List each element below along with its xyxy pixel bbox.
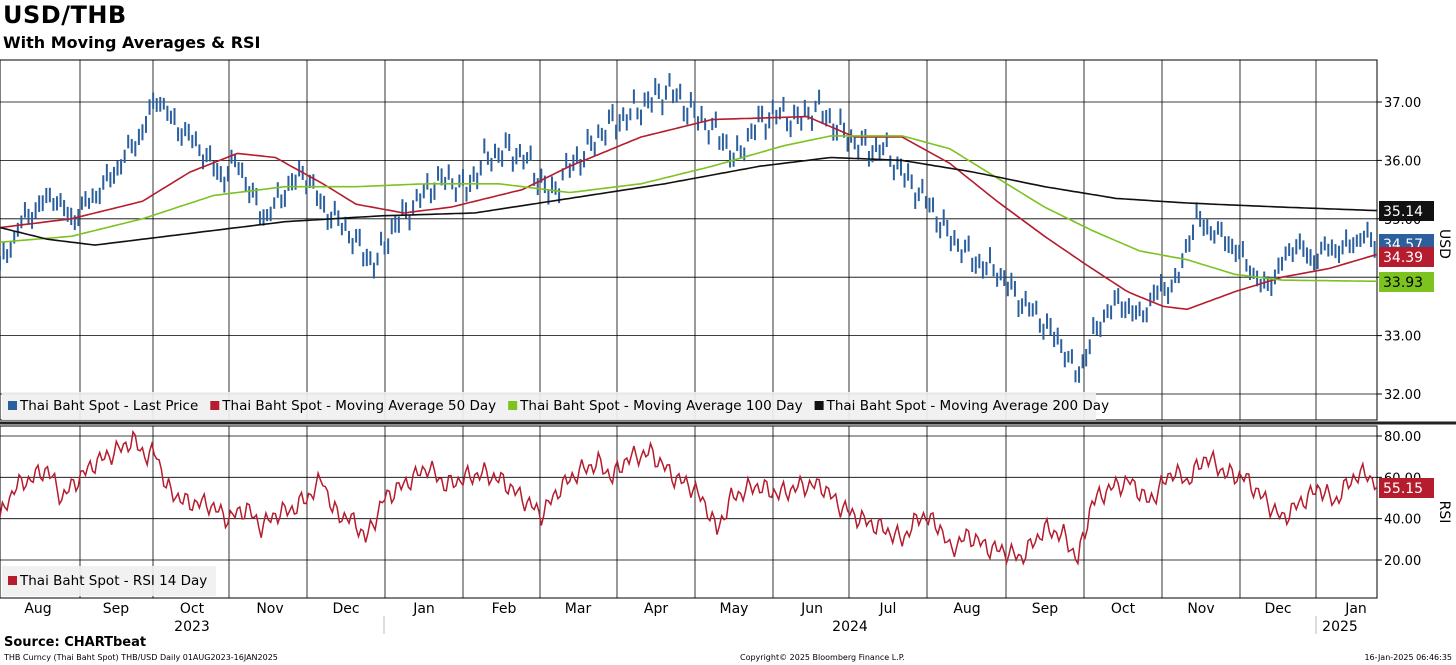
legend-swatch <box>8 576 17 585</box>
legend-label: Thai Baht Spot - Last Price <box>19 398 198 414</box>
last-value-label: 33.93 <box>1383 275 1423 291</box>
chart-area: 37.0036.0035.0034.0033.0032.0080.0060.00… <box>0 0 1456 635</box>
last-value-label: 34.39 <box>1383 250 1423 266</box>
ma50-line <box>0 117 1377 310</box>
x-tick-label: Jul <box>879 601 897 617</box>
price-bars <box>0 73 1375 383</box>
rsi-line <box>0 432 1377 564</box>
x-tick-label: Aug <box>953 601 980 617</box>
x-tick-label: Nov <box>1187 601 1214 617</box>
legend-swatch <box>815 401 824 410</box>
x-year-label: 2023 <box>174 619 210 635</box>
price-y-axis-label: USD <box>1436 229 1452 259</box>
legend-swatch <box>508 401 517 410</box>
legend-swatch <box>210 401 219 410</box>
x-tick-label: Oct <box>180 601 205 617</box>
x-tick-label: Dec <box>332 601 359 617</box>
rsi-y-axis-label: RSI <box>1436 501 1452 524</box>
x-tick-label: Aug <box>24 601 51 617</box>
footer-security-info: THB Curncy (Thai Baht Spot) THB/USD Dail… <box>4 653 278 662</box>
x-tick-label: Sep <box>1032 601 1059 617</box>
price-y-tick-label: 37.00 <box>1384 96 1421 111</box>
x-tick-label: Nov <box>256 601 283 617</box>
legend-label: Thai Baht Spot - Moving Average 200 Day <box>826 398 1109 414</box>
x-tick-label: Oct <box>1111 601 1136 617</box>
price-y-tick-label: 32.00 <box>1384 388 1421 403</box>
rsi-y-tick-label: 80.00 <box>1384 430 1421 445</box>
x-tick-label: Jun <box>800 601 823 617</box>
footer-timestamp: 16-Jan-2025 06:46:35 <box>1364 653 1452 662</box>
x-tick-label: Jan <box>1344 601 1367 617</box>
rsi-last-value-label: 55.15 <box>1383 481 1423 497</box>
chart-source: Source: CHARTbeat <box>4 635 146 650</box>
rsi-y-tick-label: 40.00 <box>1384 513 1421 528</box>
legend-label: Thai Baht Spot - RSI 14 Day <box>19 573 207 589</box>
x-tick-label: Feb <box>492 601 517 617</box>
footer-copyright: Copyright© 2025 Bloomberg Finance L.P. <box>740 653 905 662</box>
x-tick-label: Sep <box>103 601 130 617</box>
price-y-tick-label: 36.00 <box>1384 154 1421 169</box>
legend-label: Thai Baht Spot - Moving Average 100 Day <box>519 398 802 414</box>
x-year-label: 2024 <box>832 619 868 635</box>
legend-swatch <box>8 401 17 410</box>
x-tick-label: Apr <box>644 601 668 617</box>
x-year-label: 2025 <box>1322 619 1358 635</box>
ma200-line <box>0 158 1377 246</box>
price-y-tick-label: 33.00 <box>1384 330 1421 345</box>
last-value-label: 35.14 <box>1383 204 1423 220</box>
x-tick-label: May <box>720 601 749 617</box>
rsi-y-tick-label: 20.00 <box>1384 554 1421 569</box>
legend-label: Thai Baht Spot - Moving Average 50 Day <box>221 398 496 414</box>
x-tick-label: Jan <box>412 601 435 617</box>
x-tick-label: Mar <box>565 601 592 617</box>
price-panel-frame <box>0 60 1377 420</box>
x-tick-label: Dec <box>1264 601 1291 617</box>
